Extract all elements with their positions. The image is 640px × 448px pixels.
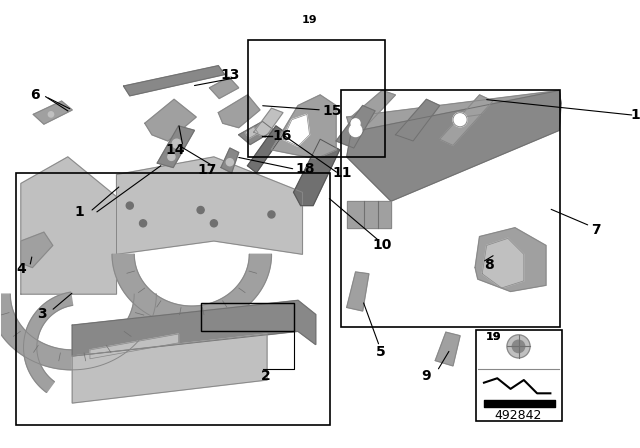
Bar <box>248 40 385 157</box>
Polygon shape <box>283 114 310 146</box>
Polygon shape <box>157 126 195 168</box>
Polygon shape <box>336 106 375 148</box>
Circle shape <box>227 159 234 166</box>
Polygon shape <box>72 300 316 356</box>
Polygon shape <box>440 95 493 146</box>
Circle shape <box>351 119 360 128</box>
Circle shape <box>507 335 530 358</box>
Bar <box>200 303 294 332</box>
Polygon shape <box>116 157 303 254</box>
Polygon shape <box>347 90 561 132</box>
Circle shape <box>140 220 147 227</box>
Polygon shape <box>33 101 72 124</box>
Bar <box>340 90 560 327</box>
Text: 4: 4 <box>16 263 26 276</box>
Polygon shape <box>90 334 179 359</box>
Polygon shape <box>0 294 156 370</box>
Polygon shape <box>482 238 524 288</box>
Polygon shape <box>347 201 391 228</box>
Text: 10: 10 <box>372 237 392 252</box>
Circle shape <box>453 112 467 127</box>
Bar <box>200 303 294 332</box>
Text: 492842: 492842 <box>495 409 542 422</box>
Polygon shape <box>294 139 340 206</box>
Polygon shape <box>112 254 271 326</box>
Polygon shape <box>209 77 239 99</box>
Circle shape <box>299 8 320 30</box>
Polygon shape <box>145 99 196 141</box>
Circle shape <box>211 220 218 227</box>
Text: 12: 12 <box>630 108 640 122</box>
Text: 16: 16 <box>273 129 292 142</box>
Polygon shape <box>351 90 396 123</box>
Text: 14: 14 <box>165 143 185 157</box>
Polygon shape <box>124 66 225 96</box>
Polygon shape <box>475 228 546 292</box>
Circle shape <box>512 340 525 353</box>
Text: 6: 6 <box>30 88 40 102</box>
Text: 1: 1 <box>74 205 84 219</box>
Circle shape <box>48 112 54 117</box>
Text: 15: 15 <box>323 104 342 118</box>
Polygon shape <box>21 157 116 294</box>
Text: 2: 2 <box>260 370 270 383</box>
Polygon shape <box>239 121 274 145</box>
Text: 18: 18 <box>295 162 315 177</box>
Text: 3: 3 <box>37 306 47 321</box>
Text: 19: 19 <box>486 332 502 342</box>
Polygon shape <box>271 95 336 159</box>
Circle shape <box>168 153 175 160</box>
Text: 8: 8 <box>484 258 494 272</box>
Text: 13: 13 <box>220 68 239 82</box>
Text: 17: 17 <box>197 163 216 177</box>
Circle shape <box>197 207 204 214</box>
Polygon shape <box>396 99 440 141</box>
Polygon shape <box>248 126 285 173</box>
Circle shape <box>126 202 133 209</box>
Polygon shape <box>347 90 561 201</box>
Polygon shape <box>245 127 258 138</box>
Polygon shape <box>253 108 283 138</box>
Polygon shape <box>221 148 239 173</box>
Polygon shape <box>218 95 260 128</box>
Circle shape <box>268 211 275 218</box>
Polygon shape <box>21 232 52 267</box>
Text: 11: 11 <box>333 166 352 180</box>
Text: 7: 7 <box>591 223 600 237</box>
Polygon shape <box>347 272 369 311</box>
Polygon shape <box>435 332 460 366</box>
Circle shape <box>349 124 362 137</box>
Polygon shape <box>72 334 267 403</box>
Text: 5: 5 <box>376 345 385 359</box>
Polygon shape <box>24 292 73 392</box>
Text: 9: 9 <box>422 370 431 383</box>
Text: 19: 19 <box>486 332 502 342</box>
Bar <box>476 331 562 421</box>
Text: 19: 19 <box>301 15 317 25</box>
Circle shape <box>172 139 181 148</box>
Bar <box>15 173 330 425</box>
